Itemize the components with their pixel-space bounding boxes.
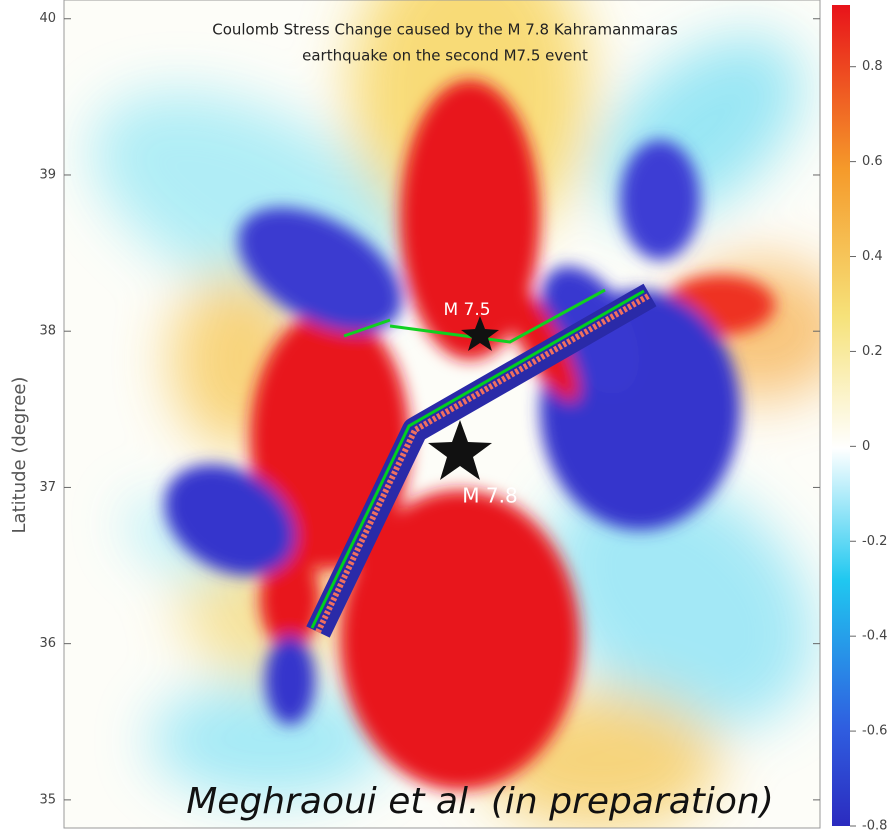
colorbar <box>832 5 850 826</box>
colorbar-tick-label: 0.6 <box>862 154 883 169</box>
y-tick-label: 38 <box>39 324 56 339</box>
y-tick-label: 35 <box>39 792 56 807</box>
y-tick-label: 40 <box>39 11 56 26</box>
credit: Meghraoui et al. (in preparation) <box>186 781 774 822</box>
colorbar-tick-label: -0.2 <box>862 534 887 549</box>
y-axis-label: Latitude (degree) <box>9 377 30 534</box>
annotation: M 7.8 <box>462 484 517 508</box>
y-tick-label: 37 <box>39 480 56 495</box>
colorbar-tick-label: 0.2 <box>862 344 883 359</box>
title: earthquake on the second M7.5 event <box>302 47 588 65</box>
colorbar-tick-label: -0.6 <box>862 724 887 739</box>
stress-field <box>58 0 866 830</box>
y-tick-label: 36 <box>39 636 56 651</box>
annotation: M 7.5 <box>443 300 490 320</box>
y-tick-label: 39 <box>39 167 56 182</box>
colorbar-tick-label: 0 <box>862 439 870 454</box>
colorbar-tick-label: 0.4 <box>862 249 883 264</box>
colorbar-tick-label: -0.4 <box>862 629 887 644</box>
title: Coulomb Stress Change caused by the M 7.… <box>212 21 678 39</box>
colorbar-tick-label: -0.8 <box>862 819 887 830</box>
figure: Coulomb Stress Change caused by the M 7.… <box>0 0 889 830</box>
colorbar-tick-label: 0.8 <box>862 59 883 74</box>
